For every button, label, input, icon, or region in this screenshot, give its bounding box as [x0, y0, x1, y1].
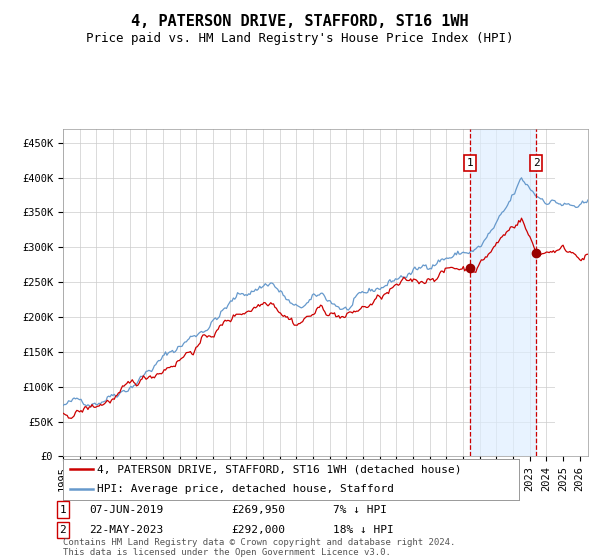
Text: £292,000: £292,000 — [231, 525, 285, 535]
Text: HPI: Average price, detached house, Stafford: HPI: Average price, detached house, Staf… — [97, 484, 394, 494]
Text: 1: 1 — [59, 505, 67, 515]
Text: 07-JUN-2019: 07-JUN-2019 — [89, 505, 163, 515]
Text: 22-MAY-2023: 22-MAY-2023 — [89, 525, 163, 535]
Bar — [554, 129, 588, 456]
Text: 18% ↓ HPI: 18% ↓ HPI — [333, 525, 394, 535]
Text: £269,950: £269,950 — [231, 505, 285, 515]
Bar — [470, 129, 536, 456]
Text: 2: 2 — [59, 525, 67, 535]
Text: 2: 2 — [533, 158, 539, 168]
Text: 4, PATERSON DRIVE, STAFFORD, ST16 1WH (detached house): 4, PATERSON DRIVE, STAFFORD, ST16 1WH (d… — [97, 464, 462, 474]
Text: Contains HM Land Registry data © Crown copyright and database right 2024.
This d: Contains HM Land Registry data © Crown c… — [63, 538, 455, 557]
Text: Price paid vs. HM Land Registry's House Price Index (HPI): Price paid vs. HM Land Registry's House … — [86, 32, 514, 45]
Bar — [554, 129, 588, 456]
Text: 1: 1 — [467, 158, 474, 168]
Text: 7% ↓ HPI: 7% ↓ HPI — [333, 505, 387, 515]
Text: 4, PATERSON DRIVE, STAFFORD, ST16 1WH: 4, PATERSON DRIVE, STAFFORD, ST16 1WH — [131, 14, 469, 29]
